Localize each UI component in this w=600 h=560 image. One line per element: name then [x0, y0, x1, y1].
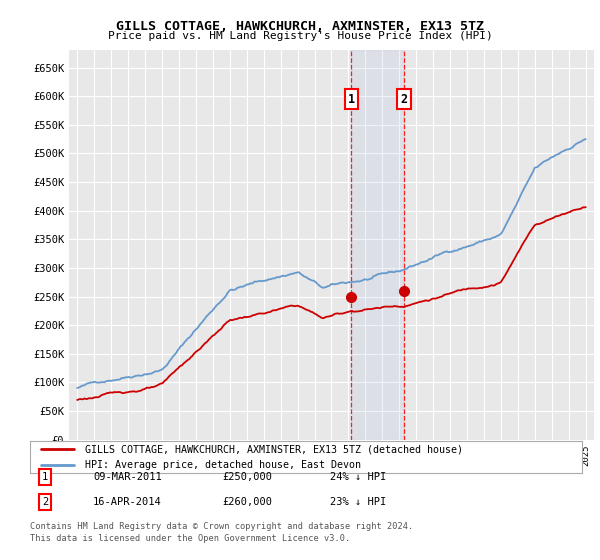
Text: £250,000: £250,000 [222, 472, 272, 482]
Bar [352, 50, 404, 440]
Text: HPI: Average price, detached house, East Devon: HPI: Average price, detached house, East… [85, 460, 361, 470]
Text: This data is licensed under the Open Government Licence v3.0.: This data is licensed under the Open Gov… [30, 534, 350, 543]
Text: 23% ↓ HPI: 23% ↓ HPI [330, 497, 386, 507]
Text: 16-APR-2014: 16-APR-2014 [93, 497, 162, 507]
Text: 2: 2 [42, 497, 48, 507]
Text: £260,000: £260,000 [222, 497, 272, 507]
Text: Contains HM Land Registry data © Crown copyright and database right 2024.: Contains HM Land Registry data © Crown c… [30, 522, 413, 531]
Text: 1: 1 [42, 472, 48, 482]
Text: GILLS COTTAGE, HAWKCHURCH, AXMINSTER, EX13 5TZ (detached house): GILLS COTTAGE, HAWKCHURCH, AXMINSTER, EX… [85, 445, 463, 455]
Text: 2: 2 [401, 92, 408, 105]
Text: Price paid vs. HM Land Registry's House Price Index (HPI): Price paid vs. HM Land Registry's House … [107, 31, 493, 41]
Text: 24% ↓ HPI: 24% ↓ HPI [330, 472, 386, 482]
Text: GILLS COTTAGE, HAWKCHURCH, AXMINSTER, EX13 5TZ: GILLS COTTAGE, HAWKCHURCH, AXMINSTER, EX… [116, 20, 484, 32]
Text: 09-MAR-2011: 09-MAR-2011 [93, 472, 162, 482]
Text: 1: 1 [348, 92, 355, 105]
